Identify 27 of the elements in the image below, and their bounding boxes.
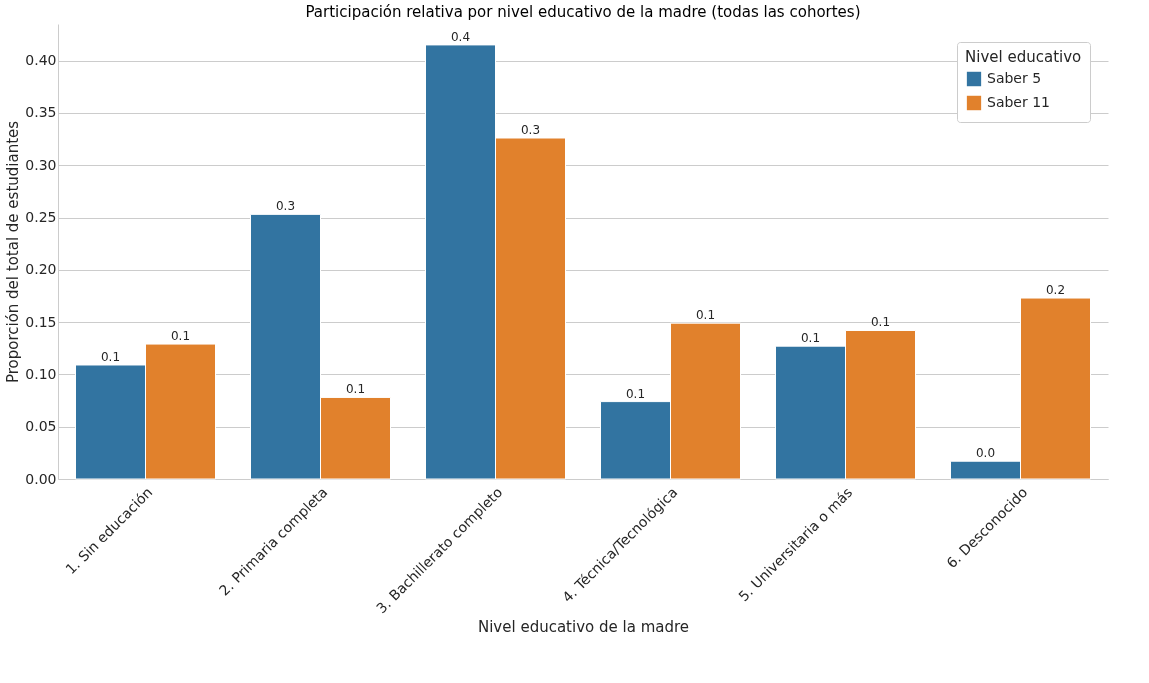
y-axis-title: Proporción del total de estudiantes [4, 120, 23, 384]
y-tick-label: 0.35 [25, 104, 57, 121]
data-label: 0.1 [870, 315, 891, 330]
legend-title: Nivel educativo [965, 48, 1082, 66]
data-label: 0.3 [520, 123, 541, 138]
y-tick-label: 0.30 [25, 156, 57, 173]
data-label: 0.1 [100, 349, 121, 364]
data-label: 0.4 [450, 29, 471, 44]
legend-label: Saber 11 [987, 94, 1050, 110]
y-tick-label: 0.40 [25, 52, 57, 69]
data-label: 0.1 [170, 329, 191, 344]
data-label: 0.0 [975, 446, 996, 461]
data-label: 0.3 [275, 199, 296, 214]
x-axis-title: Nivel educativo de la madre [477, 618, 690, 637]
y-tick-label: 0.00 [25, 470, 57, 487]
y-tick-label: 0.10 [25, 365, 57, 382]
data-label: 0.1 [345, 382, 366, 397]
data-label: 0.1 [800, 331, 821, 346]
y-tick-label: 0.15 [25, 313, 57, 330]
y-tick-label: 0.05 [25, 418, 57, 435]
data-label: 0.1 [695, 308, 716, 323]
y-tick-label: 0.20 [25, 261, 57, 278]
y-tick-label: 0.25 [25, 209, 57, 226]
chart-title: Participación relativa por nivel educativo de la madre (todas las cohortes) [305, 3, 861, 21]
data-label: 0.1 [625, 386, 646, 401]
data-label: 0.2 [1045, 283, 1066, 298]
legend-label: Saber 5 [987, 70, 1042, 86]
